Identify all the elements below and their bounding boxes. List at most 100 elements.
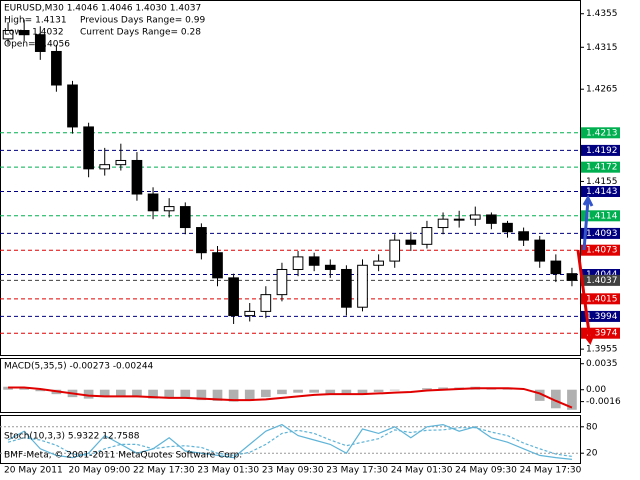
macd-bar <box>438 387 448 390</box>
candle-body <box>99 164 111 170</box>
candle-body <box>147 193 159 212</box>
macd-bar <box>180 389 191 399</box>
macd-bar <box>373 389 384 392</box>
level-label: 1.4114 <box>586 211 618 221</box>
macd-bar <box>116 389 126 396</box>
macd-chart: 0.0035 0.00 -0.0016 MACD(5,35,5) -0.00273 -… <box>3 359 621 410</box>
candle-body <box>534 239 546 262</box>
macd-bar <box>567 389 577 410</box>
candle-body <box>566 273 578 281</box>
macd-bar <box>534 389 545 401</box>
candle-body <box>357 264 368 308</box>
level-label-bg <box>581 210 620 222</box>
candle-body <box>115 159 127 166</box>
x-tick-label: 24 May 17:30 <box>520 466 582 476</box>
macd-bar <box>551 389 561 409</box>
candle-body <box>163 206 175 212</box>
candle-body <box>292 256 304 270</box>
candle-body <box>550 260 562 275</box>
candle-body <box>131 159 143 195</box>
main-chart: 1.4355 1.4315 1.4265 1.4155 1.3955 1.4213 1.41… <box>0 4 620 476</box>
x-tick-label: 23 May 01:30 <box>197 466 259 476</box>
level-label: 1.4192 <box>586 146 618 156</box>
macd-bar <box>422 388 432 390</box>
macd-bar <box>132 389 142 398</box>
level-label-bg <box>581 310 620 322</box>
candle-body <box>2 30 14 40</box>
header-text: Current Days Range= 0.28 <box>80 28 201 38</box>
header-text: Open= 1.4056 <box>4 40 70 50</box>
macd-bar <box>341 389 352 395</box>
y-tick-label: -0.0016 <box>586 397 621 407</box>
stoch-chart: 80 20 Stoch(10,3,3) 5.9322 12.7588 BMF-Meta… <box>0 422 598 461</box>
candle-body <box>34 34 46 52</box>
x-tick-label: 20 May 2011 <box>4 466 63 476</box>
level-label: 1.4015 <box>586 294 618 304</box>
candle-body <box>341 268 352 308</box>
candle-body <box>196 227 207 254</box>
panel-title: Stoch(10,3,3) 5.9322 12.7588 <box>4 432 140 442</box>
y-tick-label: 1.4315 <box>586 43 618 53</box>
y-tick-label: 0.00 <box>586 385 606 395</box>
candle-body <box>405 239 417 245</box>
level-label: 1.4093 <box>586 229 618 239</box>
macd-bar <box>357 389 368 394</box>
y-tick-label: 0.0035 <box>586 359 618 369</box>
level-label: 1.3974 <box>586 329 618 339</box>
y-tick-label: 1.4355 <box>586 9 618 19</box>
candle-body <box>453 218 465 221</box>
header-text: High= 1.4131 <box>4 16 67 26</box>
y-tick-label: 1.3955 <box>586 345 618 355</box>
x-tick-label: 23 May 09:30 <box>262 466 324 476</box>
level-label-bg <box>581 244 620 256</box>
level-label-bg <box>581 127 620 139</box>
candle-body <box>260 294 272 312</box>
candle-body <box>502 222 513 233</box>
y-tick-label: 1.4155 <box>586 177 618 187</box>
macd-bar <box>277 389 287 395</box>
candle-body <box>18 30 30 36</box>
panel-title: MACD(5,35,5) -0.00273 -0.00244 <box>4 362 154 372</box>
main-panel <box>0 0 581 356</box>
level-label-bg <box>581 327 620 339</box>
candle-body <box>437 218 449 229</box>
candle-body <box>518 231 529 241</box>
level-label: 1.4143 <box>586 187 618 197</box>
level-label-bg <box>581 293 620 305</box>
candle-body <box>469 214 481 220</box>
header-text: Low= 1.4032 <box>4 28 64 38</box>
candle-body <box>51 50 62 86</box>
candle-body <box>179 206 191 229</box>
down-arrow <box>576 249 596 346</box>
macd-bar <box>164 389 174 398</box>
macd-bar <box>389 389 400 391</box>
macd-bar <box>99 389 110 398</box>
footer: BMF-Meta, © 2001-2011 MetaQuotes Softwar… <box>4 451 242 461</box>
candle-body <box>324 264 336 270</box>
level-label: 1.4172 <box>586 163 618 173</box>
macd-bar <box>196 389 207 401</box>
level-label-bg <box>581 144 620 156</box>
candle-body <box>244 310 256 317</box>
macd-bar <box>35 389 46 392</box>
up-arrow <box>582 194 594 251</box>
candle-body <box>83 126 94 170</box>
level-label: 1.4213 <box>586 128 618 138</box>
macd-bar <box>228 389 239 402</box>
stoch-panel <box>0 415 581 464</box>
candle-body <box>228 277 239 317</box>
candle-body <box>212 252 223 279</box>
level-label-bg <box>581 269 620 281</box>
level-label-bg <box>581 185 620 197</box>
macd-bar <box>148 389 158 399</box>
y-tick-label: 1.4265 <box>586 85 618 95</box>
candle-body <box>373 260 384 266</box>
macd-bar <box>261 389 271 398</box>
level-label-bg <box>581 161 620 173</box>
signal-line <box>8 386 573 409</box>
macd-bar <box>244 389 255 401</box>
level-label: 1.3994 <box>586 312 618 322</box>
candle-body <box>67 84 78 128</box>
